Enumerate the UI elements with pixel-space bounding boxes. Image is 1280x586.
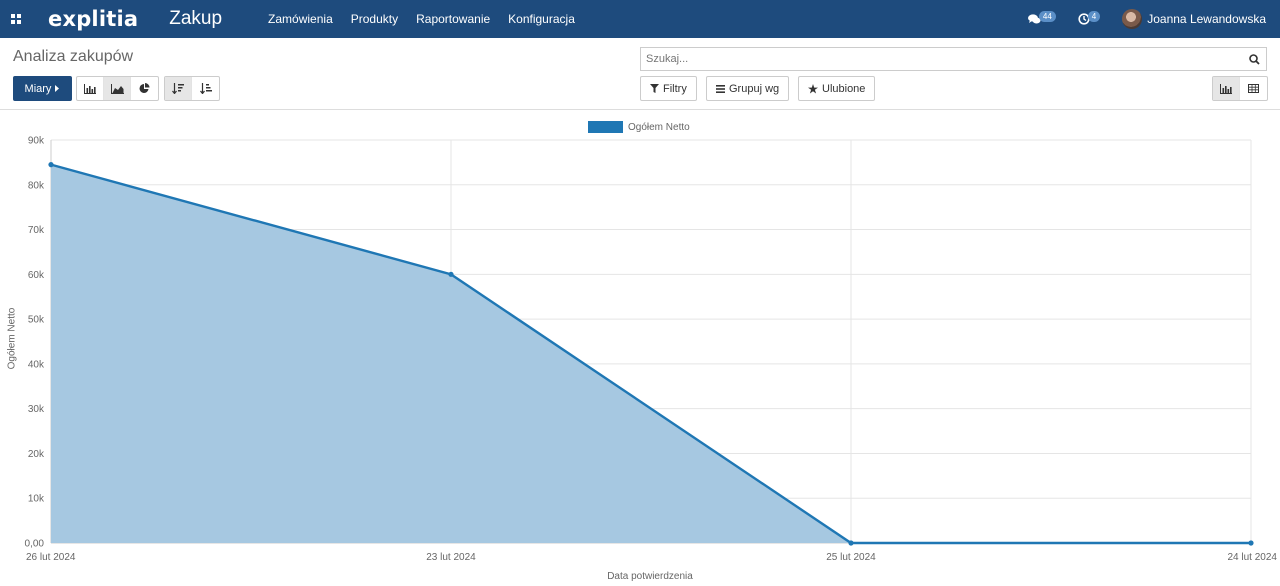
navbar-right: 44 4 Joanna Lewandowska (1027, 9, 1266, 29)
table-icon (1248, 84, 1259, 93)
series-area (51, 164, 1251, 543)
filter-icon (650, 84, 659, 93)
y-tick-label: 70k (28, 225, 45, 236)
groupby-button[interactable]: Grupuj wg (706, 76, 790, 101)
sort-group (164, 76, 220, 101)
main-menu: Zamówienia Produkty Raportowanie Konfigu… (268, 12, 593, 26)
data-point (1248, 540, 1254, 546)
search-bar (640, 47, 1267, 71)
top-navbar: explitia Zakup Zamówienia Produkty Rapor… (0, 0, 1280, 38)
x-axis-label: Data potwierdzenia (607, 571, 693, 582)
y-axis-label: Ogółem Netto (6, 307, 18, 370)
area-chart: 0,00 10k 20k 30k 40k 50k 60k 70k 80k 90k 26 lut 20… (25, 136, 1278, 564)
y-tick-label: 30k (28, 404, 45, 415)
user-avatar[interactable] (1122, 9, 1143, 29)
bar-chart-button[interactable] (77, 77, 104, 100)
x-tick-label: 23 lut 2024 (426, 552, 476, 563)
search-input[interactable] (641, 48, 1242, 70)
bar-chart-icon (1220, 83, 1232, 94)
pie-chart-icon (139, 83, 150, 93)
y-tick-label: 20k (28, 449, 45, 460)
sort-ascending-button[interactable] (192, 77, 219, 100)
messages-button[interactable]: 44 (1027, 10, 1056, 25)
activities-count-badge: 4 (1087, 10, 1101, 22)
measures-label: Miary (24, 82, 52, 95)
app-title: Zakup (169, 8, 223, 29)
star-icon (808, 83, 818, 93)
x-tick-label: 24 lut 2024 (1228, 552, 1278, 563)
chart-container: 0,00 10k 20k 30k 40k 50k 60k 70k 80k 90k 26 lut 20… (0, 110, 1280, 586)
y-tick-label: 60k (28, 270, 45, 281)
activities-button[interactable]: 4 (1078, 10, 1101, 25)
y-tick-label: 0,00 (25, 539, 45, 550)
apps-menu-button[interactable] (0, 0, 28, 38)
filters-label: Filtry (663, 82, 687, 95)
control-panel-divider (0, 109, 1280, 110)
search-button[interactable] (1242, 48, 1266, 70)
user-name[interactable]: Joanna Lewandowska (1147, 12, 1266, 26)
menu-item-orders[interactable]: Zamówienia (268, 12, 333, 26)
chart-legend[interactable]: Ogółem Netto (588, 121, 690, 133)
legend-swatch (588, 121, 623, 133)
favorites-label: Ulubione (822, 82, 866, 95)
menu-item-reporting[interactable]: Raportowanie (416, 12, 491, 26)
groupby-label: Grupuj wg (729, 82, 780, 95)
series-line (50, 163, 1251, 545)
filters-button[interactable]: Filtry (640, 76, 697, 101)
pie-chart-button[interactable] (131, 77, 158, 100)
view-switcher (1212, 76, 1268, 101)
page-title: Analiza zakupów (13, 48, 134, 65)
legend-label: Ogółem Netto (628, 121, 690, 133)
measures-button[interactable]: Miary (13, 76, 72, 101)
x-tick-label: 25 lut 2024 (826, 552, 876, 563)
brand-logo[interactable]: explitia (48, 7, 139, 31)
y-tick-label: 10k (28, 494, 45, 505)
chart-type-group (76, 76, 159, 101)
messages-count-badge: 44 (1038, 10, 1056, 22)
y-tick-label: 80k (28, 180, 45, 191)
area-chart-icon (110, 83, 124, 94)
y-tick-label: 40k (28, 359, 45, 370)
menu-item-configuration[interactable]: Konfiguracja (508, 12, 575, 26)
pivot-view-button[interactable] (1240, 77, 1267, 100)
data-point (48, 162, 54, 168)
bar-chart-icon (84, 83, 96, 94)
data-point (848, 540, 854, 546)
list-icon (716, 84, 725, 93)
favorites-button[interactable]: Ulubione (798, 76, 876, 101)
sort-descending-icon (172, 83, 184, 94)
search-icon (1248, 53, 1260, 65)
area-chart-button[interactable] (104, 77, 131, 100)
data-point (448, 271, 454, 277)
graph-view-button[interactable] (1213, 77, 1240, 100)
x-tick-label: 26 lut 2024 (26, 552, 76, 563)
apps-grid-icon (11, 14, 21, 24)
sort-descending-button[interactable] (165, 77, 192, 100)
caret-right-icon (55, 85, 60, 92)
y-tick-label: 90k (28, 136, 45, 147)
sort-ascending-icon (199, 83, 212, 94)
y-tick-label: 50k (28, 315, 45, 326)
menu-item-products[interactable]: Produkty (350, 12, 399, 26)
chat-icon (1027, 13, 1041, 23)
